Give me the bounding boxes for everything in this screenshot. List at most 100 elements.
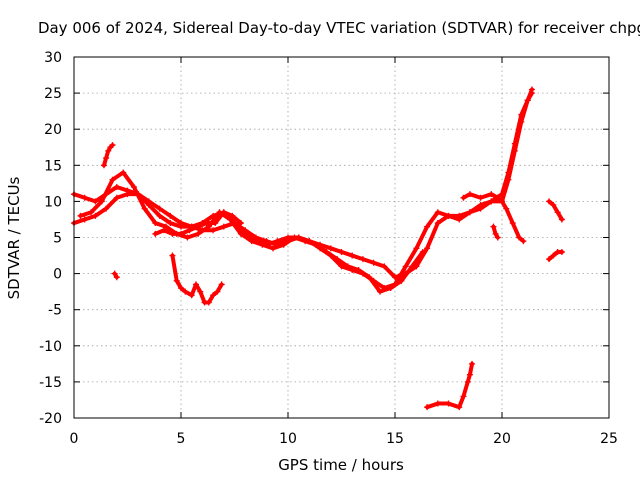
data-point — [488, 191, 495, 198]
data-point — [178, 230, 184, 237]
data-point — [156, 205, 163, 212]
data-point — [109, 176, 116, 183]
data-point — [186, 227, 193, 234]
data-point — [434, 220, 441, 227]
data-point — [173, 277, 180, 284]
data-point — [387, 285, 394, 292]
data-point — [524, 97, 531, 104]
data-point — [145, 202, 152, 209]
x-tick-label: 20 — [493, 431, 511, 447]
x-tick-label: 15 — [386, 431, 404, 447]
series-trace-j — [490, 223, 501, 241]
data-point — [477, 205, 484, 212]
x-tick-label: 25 — [600, 431, 618, 447]
data-point — [197, 288, 204, 295]
series-band — [461, 192, 526, 244]
data-point — [464, 378, 471, 385]
y-tick-label: 5 — [53, 231, 62, 247]
data-point — [103, 155, 110, 162]
y-tick-label: 15 — [44, 158, 62, 174]
x-axis-label: GPS time / hours — [278, 456, 404, 474]
data-point — [492, 230, 499, 237]
data-point — [92, 212, 99, 219]
plot-frame — [73, 56, 610, 419]
data-point — [424, 223, 431, 230]
y-tick-label: 0 — [53, 267, 62, 283]
data-point — [460, 194, 467, 201]
data-point — [130, 183, 137, 190]
data-point — [359, 256, 366, 263]
data-point — [169, 252, 176, 259]
y-tick-label: 10 — [44, 194, 62, 210]
data-point — [554, 209, 561, 216]
data-point — [509, 220, 516, 227]
data-point — [182, 288, 189, 295]
data-point — [192, 281, 199, 288]
x-tick-label: 0 — [70, 431, 79, 447]
data-point — [77, 212, 84, 219]
data-point — [81, 216, 88, 223]
data-point — [81, 194, 88, 201]
data-point — [558, 248, 565, 255]
data-point — [220, 209, 227, 216]
data-point — [334, 256, 341, 263]
series-band — [547, 199, 564, 222]
series-trace-l — [546, 248, 565, 263]
y-tick-label: 30 — [44, 50, 62, 66]
data-point — [163, 223, 170, 230]
data-point — [274, 238, 281, 245]
data-point — [520, 238, 527, 245]
data-point — [195, 223, 202, 230]
data-point — [413, 245, 420, 252]
x-tick-label: 10 — [279, 431, 297, 447]
data-point — [178, 285, 184, 292]
data-point — [460, 393, 467, 400]
data-point — [503, 205, 510, 212]
y-tick-label: -15 — [39, 375, 62, 391]
data-point — [229, 212, 236, 219]
data-point — [105, 147, 112, 154]
data-point — [409, 263, 416, 270]
data-point — [218, 281, 225, 288]
data-point — [188, 292, 195, 299]
data-point — [302, 238, 309, 245]
data-point — [505, 176, 512, 183]
series-trace-d — [152, 209, 244, 237]
data-point — [424, 245, 431, 252]
data-point — [103, 205, 110, 212]
series-band — [425, 361, 475, 410]
series-trace-e — [100, 142, 116, 169]
data-point — [445, 400, 452, 407]
x-tick-label: 5 — [177, 431, 186, 447]
y-axis-label: SDTVAR / TECUs — [5, 176, 23, 299]
series-trace-h — [424, 360, 476, 411]
data-point — [210, 227, 217, 234]
data-point — [546, 198, 553, 205]
y-tick-label: -5 — [48, 303, 62, 319]
series-trace-g — [169, 252, 225, 306]
series-trace-i — [460, 191, 527, 245]
data-point — [88, 209, 95, 216]
data-point — [203, 220, 210, 227]
data-point — [312, 241, 319, 248]
data-point — [237, 230, 244, 237]
data-point — [212, 220, 219, 227]
data-point — [120, 169, 127, 176]
data-point — [280, 241, 287, 248]
data-point — [100, 162, 107, 169]
data-point — [398, 277, 405, 284]
data-point — [466, 371, 473, 378]
data-point — [434, 209, 441, 216]
data-point — [323, 248, 330, 255]
data-point — [169, 230, 176, 237]
series-trace-k — [546, 198, 565, 223]
data-point — [152, 230, 159, 237]
data-point — [419, 248, 426, 255]
data-point — [518, 118, 525, 125]
data-point — [160, 227, 167, 234]
series-trace-f — [111, 270, 120, 281]
series-trace-b — [71, 86, 535, 292]
data-point — [456, 212, 463, 219]
data-point — [466, 209, 473, 216]
